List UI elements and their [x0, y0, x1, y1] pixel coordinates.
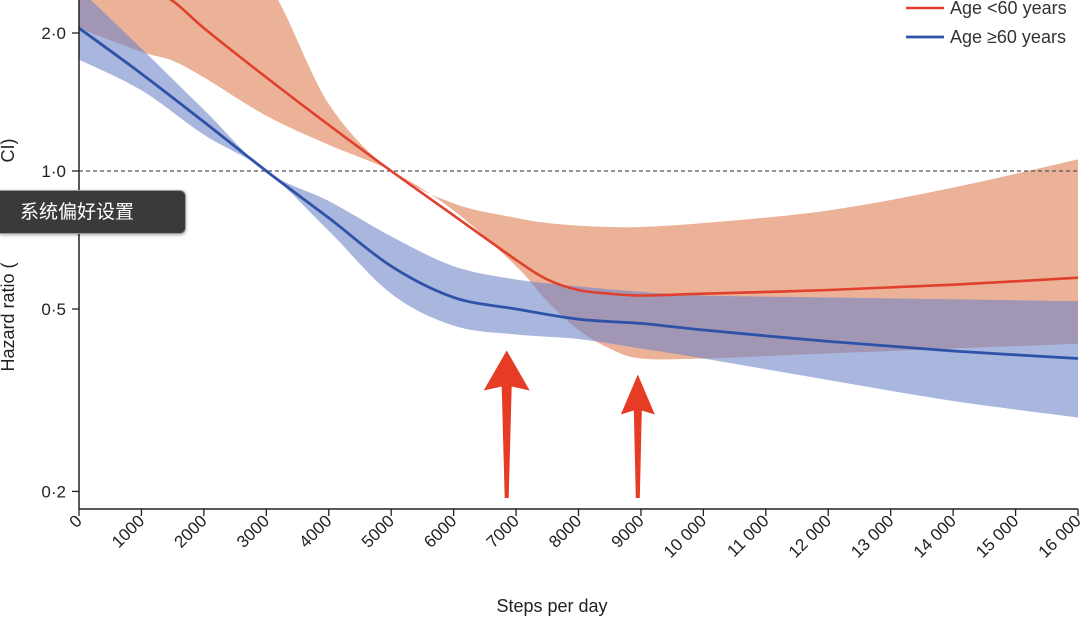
x-tick-label: 9000: [608, 511, 648, 551]
x-tick-label: 13 000: [847, 511, 897, 561]
y-axis-title: Hazard ratio (CI): [0, 138, 18, 371]
y-tick-label: 0·2: [41, 482, 66, 501]
x-tick-label: 16 000: [1035, 511, 1080, 561]
x-tick-label: 15 000: [972, 511, 1022, 561]
x-tick-label: 2000: [171, 511, 211, 551]
legend-label-age-under-60: Age <60 years: [950, 0, 1067, 18]
x-tick-label: 5000: [358, 511, 398, 551]
x-tick-label: 6000: [420, 511, 460, 551]
x-axis-title: Steps per day: [496, 596, 607, 616]
legend: Age <60 years Age ≥60 years: [906, 0, 1067, 47]
x-tick-label: 10 000: [660, 511, 710, 561]
x-tick-label: 14 000: [910, 511, 960, 561]
band-age-under-60: [79, 0, 1078, 360]
line-age-60-plus: [79, 26, 1079, 360]
legend-label-age-60-plus: Age ≥60 years: [950, 27, 1066, 47]
y-tick-label: 2·0: [41, 24, 66, 43]
x-tick-label: 8000: [545, 511, 585, 551]
x-tick-label: 4000: [295, 511, 335, 551]
x-tick-label: 0: [66, 511, 86, 531]
band-age-60-plus: [79, 0, 1078, 418]
x-tick-label: 7000: [483, 511, 523, 551]
x-tick-label: 11 000: [723, 511, 772, 560]
x-tick-label: 3000: [233, 511, 273, 551]
system-preferences-tooltip: 系统偏好设置: [0, 190, 186, 234]
y-tick-label: 0·5: [41, 300, 66, 319]
arrow-annotation-2: [620, 374, 655, 498]
x-tick-label: 1000: [108, 511, 148, 551]
x-tick-label: 12 000: [785, 511, 835, 561]
arrow-annotation-1: [483, 350, 530, 498]
y-tick-label: 1·0: [41, 162, 66, 181]
line-age-under-60: [169, 0, 1079, 297]
